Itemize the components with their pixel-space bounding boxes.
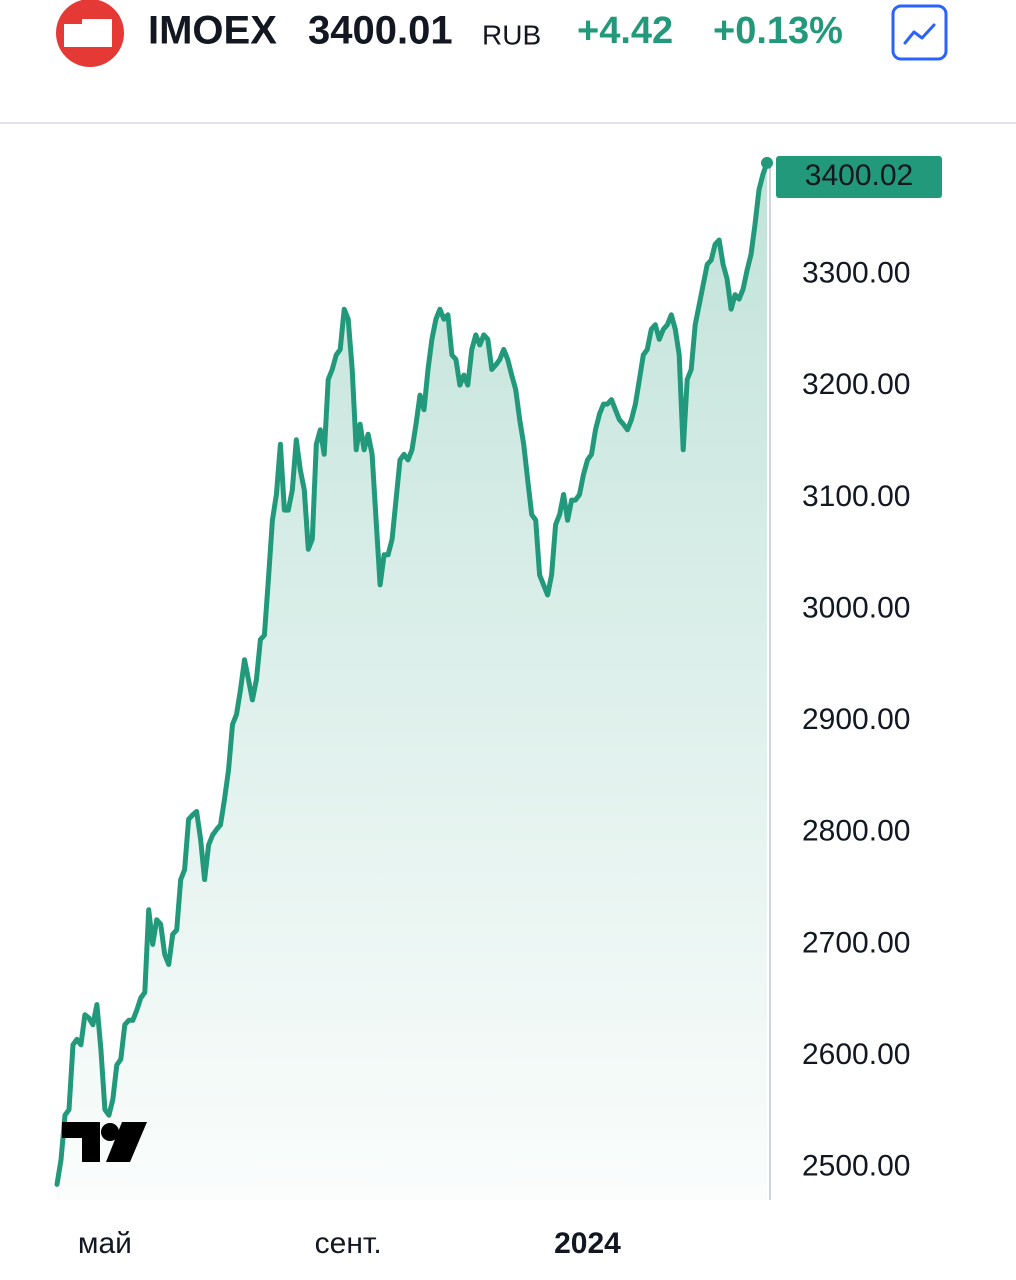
x-tick-label: 2024	[554, 1227, 621, 1260]
header: IMOEX 3400.01 RUB +4.42 +0.13%	[56, 0, 948, 67]
symbol: IMOEX	[148, 9, 277, 53]
price-line	[54, 160, 770, 1187]
y-tick-label: 3000.00	[802, 591, 910, 624]
x-tick-label: сент.	[315, 1227, 382, 1260]
chart-button[interactable]	[891, 4, 948, 61]
y-tick-label: 2800.00	[802, 815, 910, 848]
y-tick-label: 3100.00	[802, 480, 910, 513]
change-percent: +0.13%	[713, 10, 843, 52]
last-point	[761, 156, 773, 169]
logo-mark	[64, 19, 112, 47]
y-tick-label: 3300.00	[802, 257, 910, 290]
y-tick-label: 2700.00	[802, 926, 910, 959]
x-tick-label: май	[78, 1227, 132, 1260]
y-tick-label: 2500.00	[802, 1150, 910, 1183]
y-tick-label: 2900.00	[802, 703, 910, 736]
change: +4.42	[577, 10, 673, 52]
area-fill	[57, 162, 767, 1200]
currency: RUB	[482, 19, 541, 50]
last-price-box	[776, 156, 942, 198]
tv-logo	[62, 1122, 147, 1162]
plot: 2500.00 2600.00 2700.00 2800.00 2900.00 3000.…	[54, 156, 942, 1260]
y-tick-label: 2600.00	[802, 1038, 910, 1071]
last-price-label: 3400.02	[805, 159, 913, 192]
price: 3400.01	[308, 9, 453, 53]
y-tick-label: 3200.00	[802, 368, 910, 401]
